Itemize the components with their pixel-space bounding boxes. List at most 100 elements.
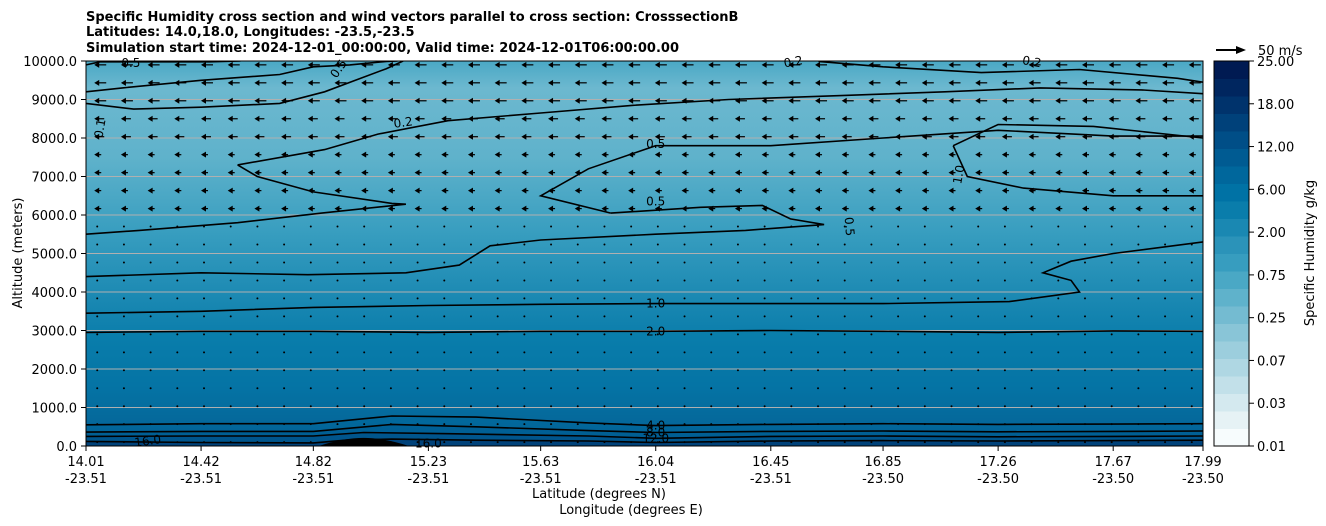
wind-vector-head — [174, 169, 180, 176]
wind-vector — [1190, 315, 1193, 318]
wind-vector-head — [548, 97, 554, 104]
wind-vector — [416, 441, 419, 444]
wind-vector-head — [467, 205, 473, 212]
wind-vector — [897, 261, 900, 264]
wind-vector — [176, 333, 179, 336]
wind-vector-head — [921, 187, 927, 194]
wind-vector — [1137, 351, 1140, 354]
colorbar-tick-label: 18.00 — [1257, 98, 1294, 113]
wind-vector-head — [895, 205, 901, 212]
wind-vector — [1110, 261, 1113, 264]
wind-vector — [576, 225, 579, 228]
wind-vector-head — [574, 133, 580, 140]
wind-vector — [843, 333, 846, 336]
wind-vector — [523, 297, 526, 300]
wind-vector-head — [628, 97, 634, 104]
wind-vector — [309, 279, 312, 282]
wind-vector — [843, 387, 846, 390]
wind-vector — [817, 405, 820, 408]
x-tick-label-lon: -23.51 — [520, 472, 562, 487]
wind-vector-head — [414, 133, 420, 140]
wind-vector — [149, 351, 152, 354]
wind-vector — [576, 423, 579, 426]
wind-vector — [1003, 387, 1006, 390]
wind-vector-head — [94, 187, 100, 194]
wind-vector — [870, 333, 873, 336]
wind-vector-head — [387, 205, 393, 212]
wind-vector — [1083, 441, 1086, 444]
wind-vector — [1003, 351, 1006, 354]
wind-vector — [550, 243, 553, 246]
y-tick-label: 8000.0 — [32, 132, 78, 147]
wind-vector — [870, 351, 873, 354]
wind-vector — [870, 225, 873, 228]
wind-vector — [923, 261, 926, 264]
wind-vector-head — [815, 79, 821, 86]
wind-vector-head — [174, 187, 180, 194]
wind-vector-head — [494, 97, 500, 104]
wind-vector-head — [227, 79, 233, 86]
wind-vector — [603, 261, 606, 264]
wind-vector-head — [1135, 169, 1141, 176]
wind-vector — [416, 351, 419, 354]
x-axis-label-longitude: Longitude (degrees E) — [559, 503, 703, 518]
wind-vector — [1110, 405, 1113, 408]
wind-vector — [1164, 261, 1167, 264]
wind-vector-head — [921, 61, 927, 68]
wind-vector-head — [227, 61, 233, 68]
wind-vector — [1190, 297, 1193, 300]
wind-vector-head — [1001, 151, 1007, 158]
wind-vector — [122, 261, 125, 264]
wind-vector — [1137, 405, 1140, 408]
wind-vector — [576, 369, 579, 372]
y-axis-ticks: 0.0 1000.0 2000.0 3000.0 4000.0 5000.0 6000.0 7… — [23, 55, 86, 455]
contour-label: 16.0 — [415, 436, 442, 450]
wind-vector — [763, 333, 766, 336]
wind-vector — [1057, 441, 1060, 444]
wind-vector-head — [815, 169, 821, 176]
wind-vector — [897, 279, 900, 282]
wind-vector — [1030, 315, 1033, 318]
wind-vector-head — [1081, 61, 1087, 68]
wind-vector — [576, 261, 579, 264]
wind-vector — [309, 405, 312, 408]
wind-vector-head — [548, 205, 554, 212]
wind-vector — [736, 243, 739, 246]
wind-vector-head — [414, 61, 420, 68]
wind-vector — [683, 369, 686, 372]
wind-vector — [1164, 441, 1167, 444]
colorbar — [1214, 61, 1249, 447]
wind-vector — [977, 225, 980, 228]
wind-vector-head — [654, 169, 660, 176]
wind-vector-head — [975, 169, 981, 176]
wind-vector — [469, 261, 472, 264]
wind-vector — [736, 279, 739, 282]
wind-vector — [1190, 369, 1193, 372]
wind-vector-head — [494, 79, 500, 86]
wind-vector-head — [494, 187, 500, 194]
x-tick-label-lon: -23.51 — [750, 472, 792, 487]
wind-vector-head — [708, 151, 714, 158]
colorbar-ticks: 0.01 0.03 0.07 0.25 0.75 2.00 6.00 12.00 18.00 25… — [1249, 55, 1294, 455]
wind-vector-head — [761, 187, 767, 194]
wind-vector — [736, 261, 739, 264]
wind-vectors — [94, 61, 1201, 444]
wind-vector-head — [94, 151, 100, 158]
colorbar-band — [1214, 358, 1249, 377]
wind-vector-head — [254, 97, 260, 104]
wind-vector-head — [361, 115, 367, 122]
wind-vector-head — [761, 79, 767, 86]
wind-vector-head — [841, 97, 847, 104]
wind-vector — [736, 225, 739, 228]
wind-vector-head — [494, 151, 500, 158]
colorbar-frame — [1213, 60, 1250, 447]
wind-vector-head — [841, 205, 847, 212]
wind-vector-head — [574, 151, 580, 158]
wind-vector — [817, 225, 820, 228]
wind-vector — [710, 261, 713, 264]
terrain-peak — [318, 437, 409, 446]
contour-line — [86, 329, 1203, 334]
wind-vector-head — [1162, 115, 1168, 122]
wind-vector-head — [895, 151, 901, 158]
wind-vector — [96, 279, 99, 282]
